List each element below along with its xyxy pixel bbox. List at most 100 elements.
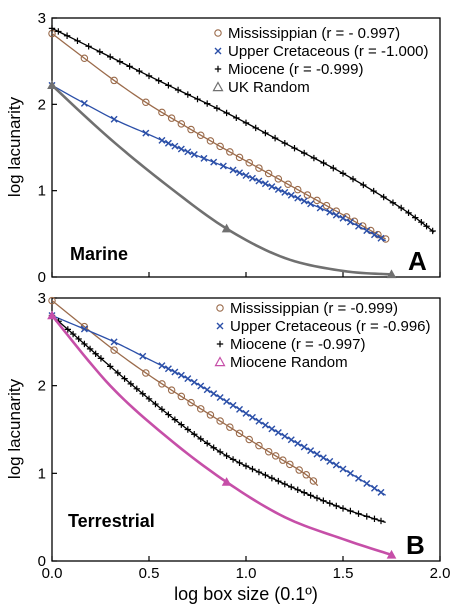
panel-a-series-point	[301, 149, 308, 157]
panel-a: 0 1 2 3 Marine A Mississippian (r = - 0.997…	[5, 10, 441, 286]
panel-a-series-point	[320, 159, 327, 167]
panel-b-series-point	[229, 456, 237, 463]
panel-a-legend-label: Mississippian (r = - 0.997)	[228, 25, 400, 42]
panel-b-series-point	[187, 398, 195, 407]
panel-b-series-point	[279, 456, 287, 464]
panel-b-series-point	[191, 431, 198, 438]
panel-b-series-point	[313, 450, 321, 458]
panel-b-series-point	[158, 380, 166, 388]
panel-a-series-point	[252, 124, 259, 132]
panel-a-series-point	[226, 148, 234, 156]
panel-b-series-point	[301, 489, 308, 496]
panel-a-ytick-label: 0	[38, 269, 46, 286]
panel-b-series-point	[275, 477, 282, 485]
panel-a-series-point	[80, 99, 88, 107]
panel-b-name: Terrestrial	[68, 511, 155, 531]
panel-b-series-point	[319, 454, 327, 462]
panel-a-series-point	[155, 77, 162, 84]
panel-a-series-point	[187, 125, 195, 134]
panel-a-legend: Mississippian (r = - 0.997)Upper Cretace…	[212, 25, 429, 96]
panel-b-series-point	[204, 440, 211, 447]
panel-a-series-point	[184, 148, 192, 156]
panel-a-legend-label: Upper Cretaceous (r = -1.000)	[228, 43, 429, 60]
panel-b-series-point	[167, 386, 176, 394]
panel-b-series-point	[346, 469, 354, 477]
panel-a-series-point	[370, 231, 378, 239]
panel-a-series-point	[167, 114, 176, 122]
panel-b-ytick-label: 0	[38, 553, 46, 570]
panel-b-series-point	[268, 474, 276, 482]
panel-b-series-point	[210, 390, 218, 398]
panel-a-series-point	[245, 158, 253, 167]
panel-a-series-point	[184, 91, 191, 98]
panel-b-legend-marker	[216, 322, 224, 330]
panel-b-series-point	[121, 375, 128, 382]
panel-b-series-point	[133, 385, 140, 393]
panel-a-series-point	[291, 144, 298, 152]
panel-b-series-point	[347, 507, 354, 515]
panel-b-series-point	[177, 371, 185, 379]
panel-a-series-point	[330, 164, 337, 172]
panel-b-series-point	[339, 465, 347, 473]
panel-b-series-point	[81, 340, 88, 348]
panel-a-series-point	[271, 134, 279, 142]
panel-a-series-point	[236, 169, 244, 177]
panel-b-series-point	[274, 429, 282, 437]
panel-b-series-mississippian	[48, 296, 319, 487]
panel-a-series-point	[174, 86, 182, 94]
panel-b-series-point	[165, 411, 172, 418]
panel-b-series-point	[326, 457, 334, 465]
panel-b-legend-label: Miocene Random	[230, 354, 348, 371]
panel-a-series-point	[85, 43, 92, 50]
panel-b-series-point	[370, 484, 378, 492]
panel-b-series-point	[164, 365, 172, 373]
panel-a-series-mississippian	[48, 29, 390, 243]
panel-a-series-point	[242, 171, 250, 179]
panel-a-series-upper-cretaceous	[48, 81, 386, 242]
panel-a-series-point	[74, 37, 81, 45]
panel-b-series-point	[184, 375, 192, 383]
panel-b-series-point	[216, 417, 224, 425]
panel-b-series-point	[249, 465, 256, 473]
panel-b-ytick-label: 1	[38, 465, 46, 482]
panel-b-legend-marker	[216, 304, 224, 312]
panel-b-series-point	[255, 468, 263, 476]
panel-a-series-point	[326, 208, 334, 216]
panel-a-series-point	[264, 169, 273, 178]
panel-b-series-point	[142, 369, 150, 377]
panel-b-series-point	[333, 502, 340, 510]
panel-a-series-point	[107, 53, 114, 61]
panel-a-series-point	[158, 136, 166, 144]
panel-b-series-point	[236, 405, 244, 413]
panel-a-series-point	[261, 180, 269, 188]
panel-a-series-point	[55, 28, 62, 35]
panel-b-series-point	[229, 401, 237, 409]
panel-a-legend-marker	[214, 47, 222, 55]
panel-a-legend-marker	[212, 81, 224, 92]
panel-b-series-point	[110, 346, 118, 354]
panel-a-series-point	[300, 197, 308, 205]
panel-a-series-point	[142, 98, 150, 107]
panel-a-series-miocene	[48, 25, 436, 235]
panel-a-series-point	[307, 200, 315, 208]
panel-b-series-point	[197, 382, 205, 390]
panel-b-series-point	[145, 395, 153, 403]
panel-a-series-point	[126, 63, 133, 70]
panel-a-legend-label: UK Random	[228, 79, 310, 96]
panel-a-series-point	[281, 139, 288, 147]
panel-b-xlabel: log box size (0.1º)	[174, 584, 318, 604]
panel-b-series-point	[80, 325, 88, 333]
panel-a-series-point	[48, 25, 56, 32]
panel-a-series-point	[96, 48, 104, 55]
panel-a-series-point	[242, 119, 250, 127]
panel-b-series-point	[288, 483, 295, 491]
panel-a-series-point	[255, 177, 263, 185]
panel-b-series-point	[307, 492, 314, 499]
panel-b-ytick-label: 3	[38, 290, 46, 307]
panel-b-series-point	[355, 510, 362, 517]
panel-b-series-point	[139, 352, 147, 360]
panel-a-ylabel: log lacunarity	[5, 96, 24, 197]
panel-b-series-point	[300, 443, 308, 451]
panel-b-legend-marker	[216, 340, 224, 348]
